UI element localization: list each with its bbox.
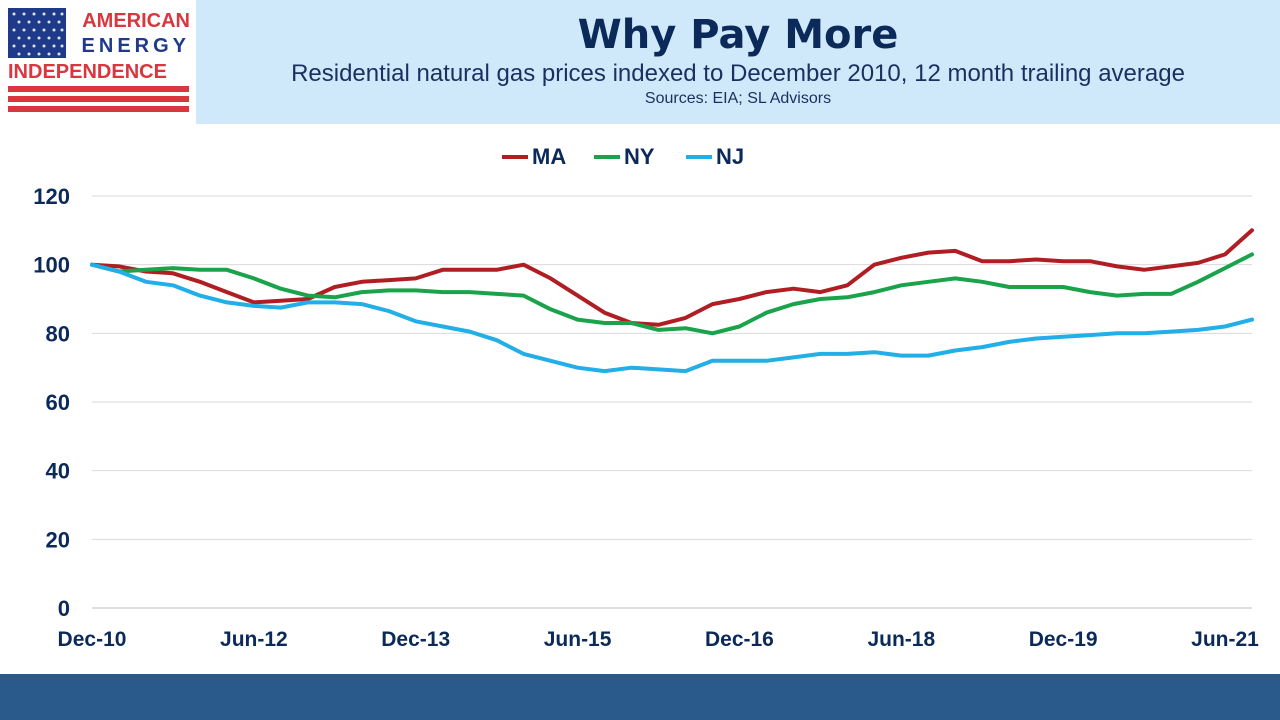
series-line-ma xyxy=(90,228,1254,327)
series-lines xyxy=(90,228,1254,374)
x-tick-label: Dec-16 xyxy=(705,628,774,651)
page-title: Why Pay More xyxy=(577,12,899,58)
gridlines xyxy=(92,195,1252,609)
legend-label-nj: NJ xyxy=(716,144,744,169)
y-tick-label: 0 xyxy=(58,596,70,621)
x-tick-label: Jun-15 xyxy=(544,628,612,651)
header: AMERICAN ENERGY INDEPENDENCE Why Pay Mor… xyxy=(0,0,1280,124)
legend: MA NY NJ xyxy=(502,144,744,169)
logo-line1: AMERICAN xyxy=(82,10,190,32)
x-tick-label: Dec-19 xyxy=(1029,628,1098,651)
line-chart: 0 20 40 60 80 100 120 Dec-10 Jun-12 Dec-13 Jun-15… xyxy=(33,144,1260,651)
y-axis-ticks: 0 20 40 60 80 100 120 xyxy=(33,184,70,621)
y-tick-label: 80 xyxy=(46,321,70,346)
series-line-ny xyxy=(90,252,1254,336)
legend-label-ma: MA xyxy=(532,144,566,169)
x-tick-label: Dec-10 xyxy=(58,628,127,651)
logo: AMERICAN ENERGY INDEPENDENCE xyxy=(0,0,196,124)
logo-line2: ENERGY xyxy=(82,35,190,57)
logo-line3: INDEPENDENCE xyxy=(8,61,167,83)
y-tick-label: 100 xyxy=(33,253,70,278)
legend-label-ny: NY xyxy=(624,144,655,169)
x-axis-ticks: Dec-10 Jun-12 Dec-13 Jun-15 Dec-16 Jun-18 Dec-… xyxy=(58,628,1260,651)
y-tick-label: 120 xyxy=(33,184,70,209)
x-tick-label: Jun-12 xyxy=(220,628,288,651)
y-tick-label: 40 xyxy=(46,459,70,484)
sources-note: Sources: EIA; SL Advisors xyxy=(644,90,832,107)
y-tick-label: 20 xyxy=(46,527,70,552)
x-tick-label: Dec-13 xyxy=(381,628,450,651)
page-subtitle: Residential natural gas prices indexed t… xyxy=(291,60,1185,87)
footer-bar xyxy=(0,674,1280,720)
x-tick-label: Jun-21 xyxy=(1191,628,1259,651)
x-tick-label: Jun-18 xyxy=(867,628,935,651)
flag-logo-icon: AMERICAN ENERGY INDEPENDENCE xyxy=(8,8,190,112)
y-tick-label: 60 xyxy=(46,390,70,415)
series-line-nj xyxy=(90,262,1254,374)
